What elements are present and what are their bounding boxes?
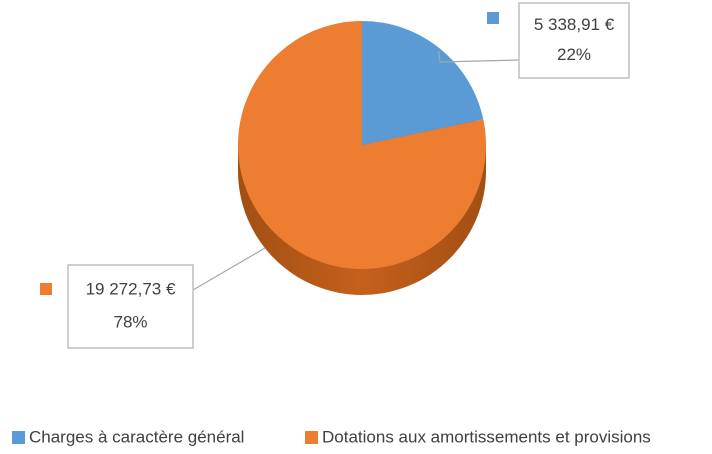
pie-slice [238,21,486,269]
data-label-box [518,2,630,79]
data-label-key [40,283,52,295]
data-label-key [487,12,499,24]
legend-key [12,431,25,444]
legend-key [305,431,318,444]
legend-label: Charges à caractère général [29,427,244,446]
leader-line [192,247,266,291]
legend-label: Dotations aux amortissements et provisio… [322,427,651,446]
data-label-box [67,264,194,349]
pie-slice [362,20,484,145]
data-label-percent: 22% [557,45,591,64]
data-label-value: 5 338,91 € [534,15,615,34]
data-label-percent: 78% [113,313,147,332]
data-label-value: 19 272,73 € [86,279,176,298]
leader-line [437,50,520,63]
